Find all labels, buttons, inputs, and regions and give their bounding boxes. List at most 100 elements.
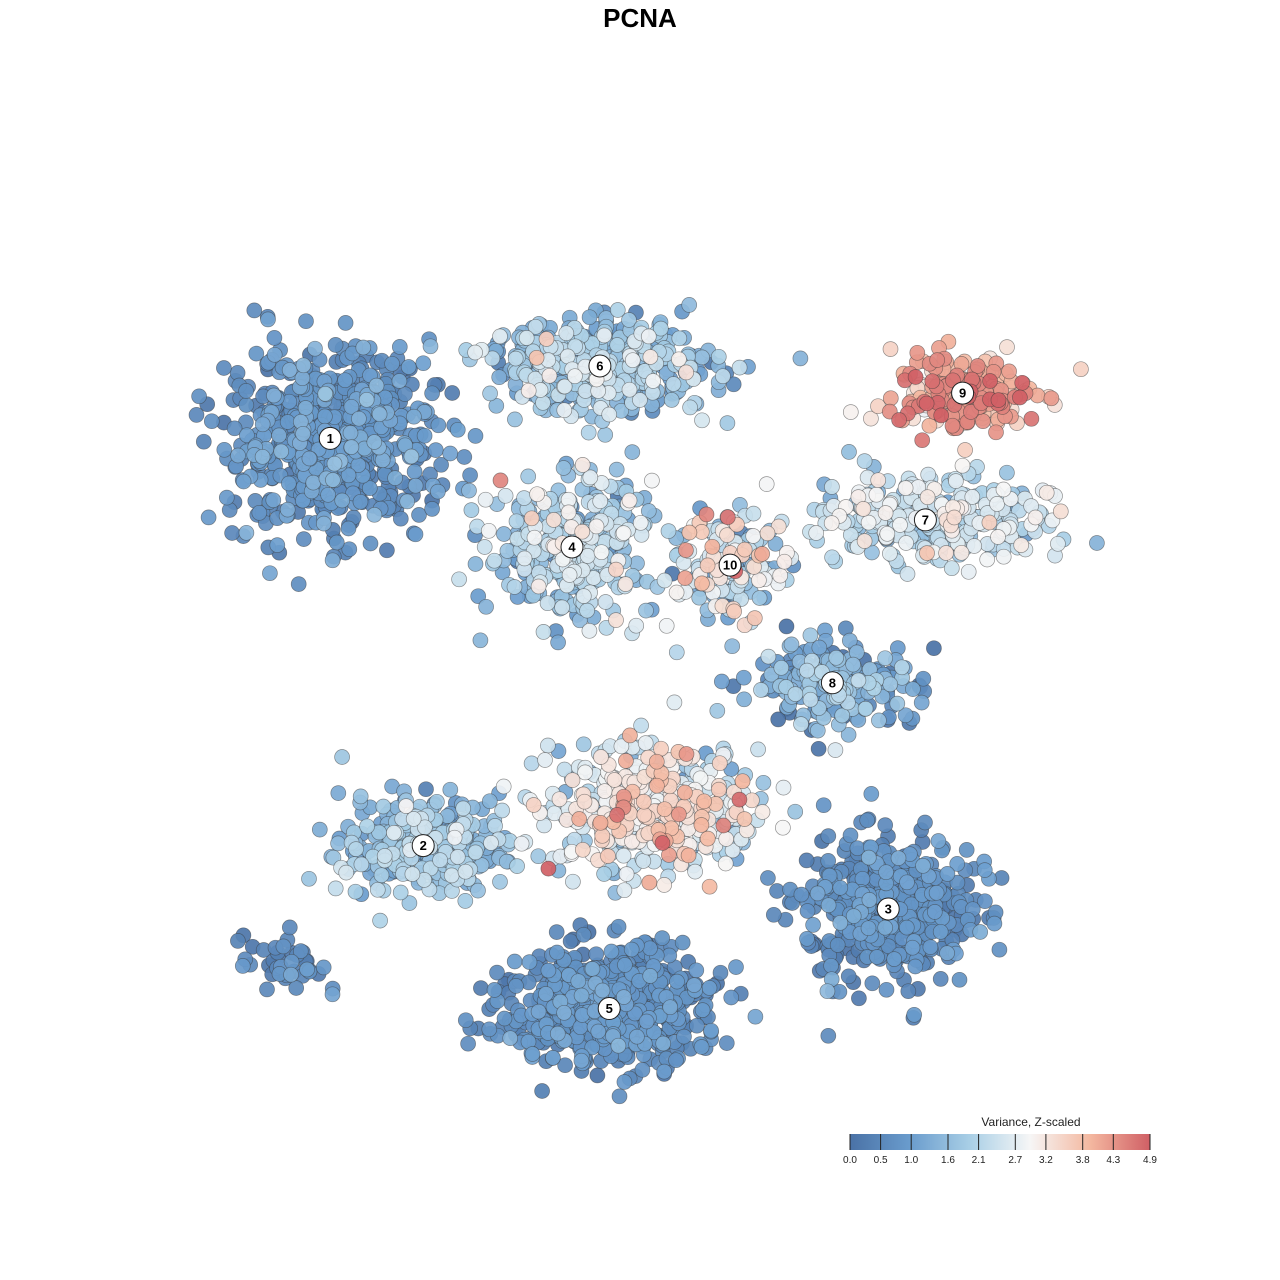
- data-point: [824, 549, 840, 566]
- data-point: [549, 944, 565, 961]
- data-point: [841, 444, 857, 460]
- data-point: [976, 862, 993, 878]
- data-point: [655, 1035, 672, 1052]
- data-point: [656, 877, 673, 893]
- data-point: [271, 427, 287, 444]
- data-point: [688, 962, 705, 979]
- data-point: [576, 793, 593, 810]
- data-point: [297, 400, 314, 416]
- data-point: [616, 1074, 633, 1090]
- data-point: [387, 470, 403, 486]
- data-point: [608, 561, 624, 578]
- data-point: [290, 576, 307, 592]
- data-point: [526, 529, 543, 546]
- data-point: [694, 1002, 711, 1018]
- data-point: [540, 962, 557, 979]
- data-point: [676, 1028, 692, 1045]
- data-point: [793, 716, 809, 732]
- data-point: [555, 460, 572, 476]
- data-point: [649, 777, 665, 794]
- data-point: [551, 791, 568, 808]
- data-point: [773, 659, 790, 676]
- data-point: [878, 981, 895, 998]
- data-point: [932, 923, 949, 940]
- data-point: [638, 602, 654, 619]
- data-point: [662, 999, 679, 1016]
- data-point: [999, 339, 1015, 355]
- data-point: [480, 522, 497, 539]
- legend-tick-label: 2.1: [972, 1155, 986, 1166]
- data-point: [920, 466, 937, 483]
- data-point: [281, 919, 298, 936]
- legend-tick-label: 4.3: [1106, 1155, 1120, 1166]
- data-point: [719, 509, 736, 526]
- data-point: [990, 529, 1006, 545]
- data-point: [473, 980, 489, 996]
- data-point: [711, 781, 727, 798]
- data-point: [654, 930, 671, 946]
- data-point: [829, 937, 846, 953]
- data-point: [778, 618, 795, 635]
- data-point: [608, 461, 625, 478]
- legend: Variance, Z-scaled 0.0 0.5 1.0 1.6 2.1 2.7 3.2…: [843, 1115, 1157, 1166]
- data-point: [326, 455, 343, 472]
- data-point: [600, 848, 616, 864]
- data-point: [805, 917, 821, 933]
- data-point: [509, 858, 525, 874]
- cluster-label-text: 4: [568, 540, 576, 555]
- data-point: [590, 1023, 607, 1040]
- data-point: [422, 338, 439, 355]
- data-point: [556, 1004, 572, 1021]
- data-point: [820, 853, 837, 869]
- data-point: [477, 491, 494, 508]
- cluster-label-text: 9: [959, 386, 966, 401]
- data-point: [295, 425, 311, 442]
- data-point: [1013, 537, 1030, 553]
- data-point: [995, 548, 1012, 565]
- data-point: [842, 827, 859, 844]
- data-point: [787, 803, 804, 820]
- data-point: [265, 492, 282, 509]
- data-point: [698, 506, 715, 523]
- data-point: [747, 1008, 764, 1025]
- data-point: [444, 385, 461, 401]
- data-point: [596, 866, 612, 882]
- data-point: [398, 798, 414, 814]
- data-point: [986, 915, 1003, 932]
- data-point: [1043, 390, 1060, 407]
- data-point: [281, 362, 298, 378]
- data-point: [260, 311, 276, 328]
- legend-tick-label: 1.0: [904, 1155, 918, 1166]
- data-point: [481, 1021, 498, 1038]
- data-point: [898, 919, 915, 936]
- data-point: [275, 938, 292, 955]
- data-point: [969, 358, 986, 374]
- cluster-label-text: 2: [420, 838, 427, 853]
- data-point: [283, 966, 299, 983]
- data-point: [327, 880, 344, 897]
- data-point: [520, 382, 537, 399]
- data-point: [913, 694, 930, 711]
- data-point: [328, 534, 345, 551]
- data-point: [299, 961, 315, 978]
- data-point: [581, 622, 598, 639]
- data-point: [898, 535, 914, 551]
- data-point: [681, 297, 698, 313]
- data-point: [991, 941, 1008, 958]
- data-point: [368, 377, 385, 394]
- data-point: [622, 727, 638, 744]
- legend-tick-label: 4.9: [1143, 1155, 1157, 1166]
- data-point: [615, 847, 632, 864]
- data-point: [632, 514, 649, 531]
- data-point: [671, 351, 687, 368]
- data-point: [567, 368, 583, 385]
- legend-tick-label: 3.8: [1076, 1155, 1090, 1166]
- data-point: [932, 971, 949, 987]
- data-point: [528, 349, 545, 366]
- data-point: [589, 1067, 606, 1084]
- data-point: [418, 781, 434, 798]
- data-point: [481, 793, 498, 810]
- data-point: [1012, 389, 1028, 406]
- legend-tick-label: 0.5: [874, 1155, 888, 1166]
- data-point: [467, 556, 484, 572]
